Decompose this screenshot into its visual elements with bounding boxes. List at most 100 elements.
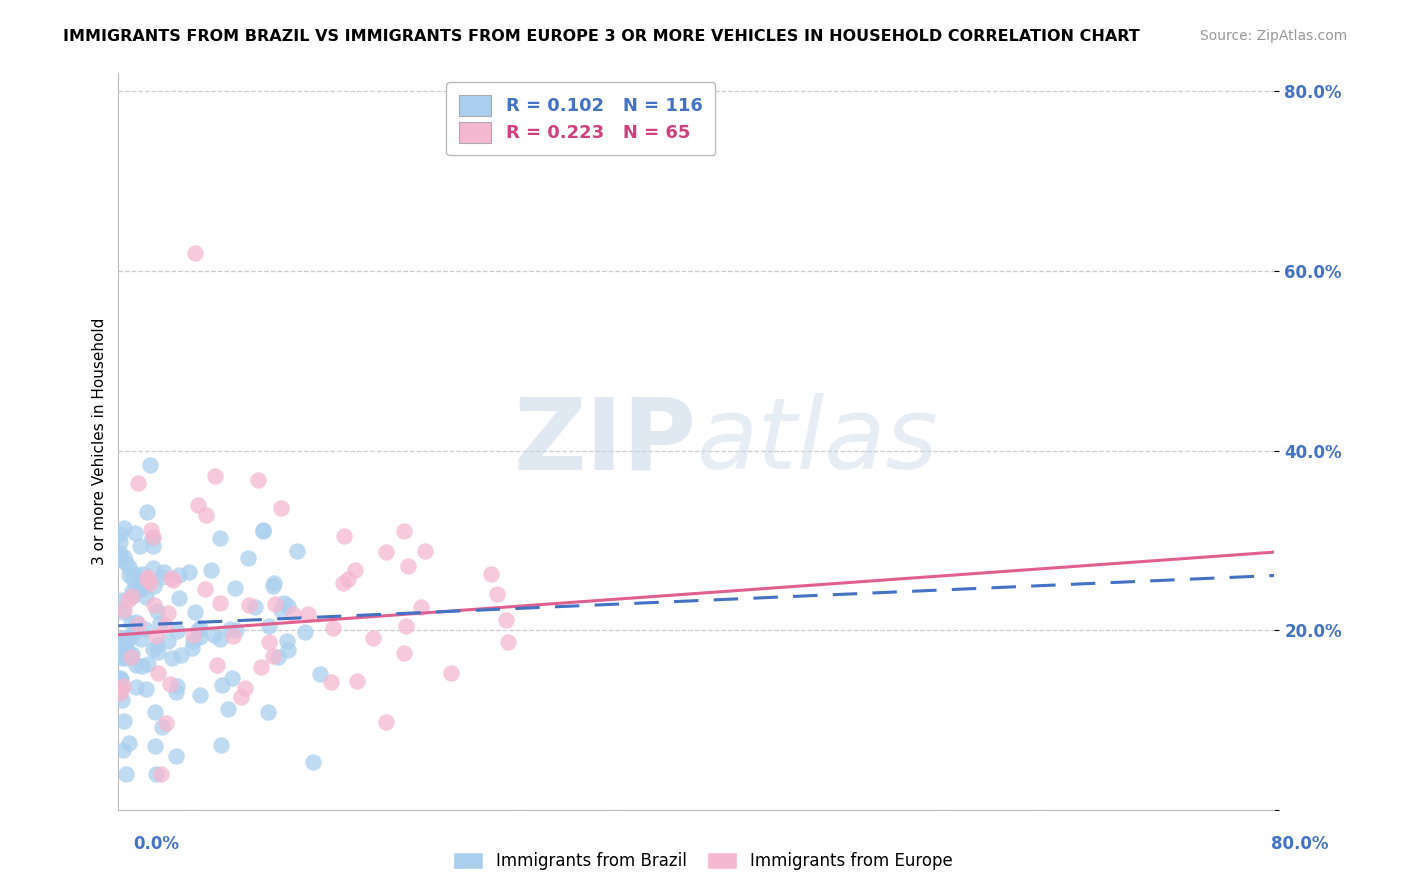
Point — [252, 523, 274, 537]
Point — [396, 559, 419, 574]
Point — [479, 567, 502, 582]
Point — [146, 666, 169, 681]
Point — [222, 629, 245, 643]
Point — [143, 579, 166, 593]
Point — [159, 571, 181, 585]
Point — [204, 469, 226, 483]
Point — [166, 679, 188, 693]
Point — [229, 690, 252, 704]
Point — [125, 580, 148, 594]
Point — [257, 619, 280, 633]
Point — [266, 649, 288, 664]
Point — [145, 629, 167, 643]
Point — [121, 647, 143, 661]
Point — [294, 624, 316, 639]
Point — [111, 593, 134, 607]
Text: Source: ZipAtlas.com: Source: ZipAtlas.com — [1199, 29, 1347, 43]
Text: 80.0%: 80.0% — [1271, 835, 1329, 853]
Point — [167, 591, 190, 606]
Point — [125, 658, 148, 673]
Point — [150, 720, 173, 734]
Point — [159, 677, 181, 691]
Point — [257, 634, 280, 648]
Point — [136, 505, 159, 519]
Point — [181, 633, 204, 648]
Point — [160, 651, 183, 665]
Point — [152, 566, 174, 580]
Point — [184, 245, 207, 260]
Point — [129, 579, 152, 593]
Point — [218, 622, 240, 636]
Point — [131, 658, 153, 673]
Point — [111, 692, 134, 706]
Point — [165, 685, 187, 699]
Point — [486, 587, 509, 601]
Point — [498, 634, 520, 648]
Point — [112, 714, 135, 728]
Point — [184, 605, 207, 619]
Point — [150, 570, 173, 584]
Point — [121, 589, 143, 603]
Point — [146, 604, 169, 618]
Point — [263, 576, 285, 591]
Point — [343, 563, 366, 577]
Point — [186, 623, 208, 637]
Point — [277, 599, 299, 613]
Point — [170, 648, 193, 663]
Point — [281, 607, 304, 621]
Point — [177, 565, 200, 579]
Point — [143, 739, 166, 754]
Point — [166, 624, 188, 639]
Point — [181, 628, 204, 642]
Point — [120, 615, 142, 630]
Point — [157, 633, 180, 648]
Point — [110, 672, 132, 686]
Point — [263, 597, 285, 611]
Text: IMMIGRANTS FROM BRAZIL VS IMMIGRANTS FROM EUROPE 3 OR MORE VEHICLES IN HOUSEHOLD: IMMIGRANTS FROM BRAZIL VS IMMIGRANTS FRO… — [63, 29, 1140, 44]
Point — [188, 621, 211, 635]
Point — [392, 646, 415, 660]
Point — [149, 615, 172, 630]
Point — [205, 657, 228, 672]
Point — [375, 544, 398, 558]
Point — [194, 582, 217, 596]
Point — [134, 622, 156, 636]
Point — [136, 570, 159, 584]
Point — [112, 743, 135, 757]
Point — [188, 688, 211, 702]
Point — [110, 651, 132, 665]
Point — [108, 546, 131, 560]
Point — [413, 544, 436, 558]
Point — [118, 568, 141, 582]
Point — [118, 631, 141, 645]
Point — [118, 736, 141, 750]
Legend: Immigrants from Brazil, Immigrants from Europe: Immigrants from Brazil, Immigrants from … — [446, 845, 960, 877]
Point — [129, 539, 152, 553]
Point — [118, 560, 141, 574]
Point — [270, 603, 292, 617]
Point — [297, 607, 319, 621]
Point — [302, 755, 325, 769]
Point — [156, 606, 179, 620]
Point — [277, 643, 299, 657]
Point — [165, 749, 187, 764]
Point — [135, 682, 157, 697]
Point — [110, 552, 132, 566]
Point — [208, 595, 231, 609]
Point — [111, 632, 134, 646]
Point — [142, 598, 165, 612]
Point — [180, 640, 202, 655]
Point — [273, 596, 295, 610]
Point — [125, 615, 148, 629]
Point — [108, 672, 131, 686]
Point — [375, 714, 398, 729]
Point — [145, 767, 167, 781]
Text: 0.0%: 0.0% — [134, 835, 180, 853]
Point — [112, 521, 135, 535]
Point — [115, 650, 138, 665]
Point — [150, 767, 173, 781]
Point — [162, 573, 184, 587]
Legend: R = 0.102   N = 116, R = 0.223   N = 65: R = 0.102 N = 116, R = 0.223 N = 65 — [446, 82, 716, 155]
Point — [115, 767, 138, 781]
Point — [146, 645, 169, 659]
